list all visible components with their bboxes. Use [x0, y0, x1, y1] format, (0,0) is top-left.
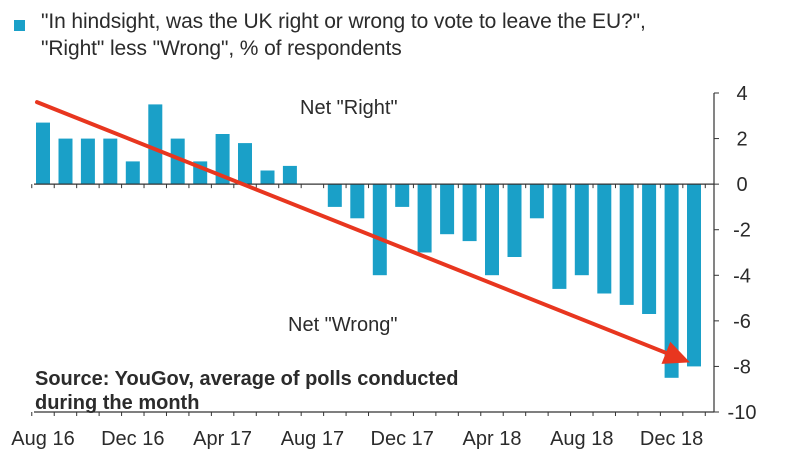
tick-labels: 4 2 0 -2 -4 -6 -8 -10 Aug 16 Dec 16 Apr 17 Aug 17 De…: [11, 83, 756, 450]
source-note-line-2: during the month: [35, 392, 199, 414]
bar-apr-17: [215, 134, 230, 185]
bar-oct-17: [350, 184, 365, 219]
bar-may-17: [238, 143, 252, 185]
y-tick-label: -2: [733, 220, 751, 242]
bar-oct-16: [80, 138, 95, 185]
x-tick-label: Aug 18: [550, 428, 613, 450]
bar-mar-18: [462, 184, 477, 242]
y-tick-label: -4: [733, 265, 751, 287]
x-tick-label: Dec 18: [640, 428, 703, 450]
bar-jan-18: [417, 184, 432, 253]
bar-dec-18: [664, 184, 679, 378]
x-tick-label: Apr 18: [463, 428, 522, 450]
bar-nov-18: [642, 184, 657, 314]
bar-may-18: [507, 184, 522, 257]
bar-nov-16: [103, 138, 118, 185]
x-tick-label: Aug 17: [281, 428, 344, 450]
annotations: Net "Right" Net "Wrong" Source: YouGov, av…: [35, 97, 458, 414]
bar-feb-17: [170, 138, 185, 185]
bar-sep-16: [58, 138, 73, 185]
bar-oct-18: [619, 184, 634, 305]
bars: [36, 104, 701, 378]
trend-arrow-head: [661, 341, 690, 364]
bar-sep-18: [597, 184, 612, 294]
y-tick-label: 4: [736, 83, 747, 105]
bar-jun-17: [260, 170, 275, 185]
x-tick-label: Apr 17: [193, 428, 252, 450]
bar-jan-17: [148, 104, 163, 185]
y-tick-label: 0: [736, 174, 747, 196]
legend-swatch: [14, 20, 25, 31]
x-tick-label: Dec 17: [371, 428, 434, 450]
legend: "In hindsight, was the UK right or wrong…: [14, 8, 646, 62]
y-tick-label: 2: [736, 129, 747, 151]
bar-dec-16: [125, 161, 140, 185]
bar-feb-18: [440, 184, 455, 235]
bar-aug-18: [574, 184, 589, 276]
chart-title: "In hindsight, was the UK right or wrong…: [41, 8, 646, 62]
y-tick-label: -10: [728, 402, 757, 424]
trend-arrow: [35, 100, 690, 364]
bar-jan-19: [687, 184, 701, 367]
trend-arrow-shaft: [35, 100, 668, 355]
axes: [31, 92, 719, 416]
bar-aug-16: [36, 122, 50, 185]
x-tick-label: Aug 16: [11, 428, 74, 450]
y-tick-label: -6: [733, 311, 751, 333]
bar-jun-18: [529, 184, 544, 219]
source-note-line-1: Source: YouGov, average of polls conduct…: [35, 368, 458, 390]
chart-title-line-1: "In hindsight, was the UK right or wrong…: [41, 10, 646, 33]
bar-dec-17: [395, 184, 410, 207]
bar-sep-17: [327, 184, 342, 207]
x-tick-label: Dec 16: [101, 428, 164, 450]
y-tick-label: -8: [733, 356, 751, 378]
chart-title-line-2: "Right" less "Wrong", % of respondents: [41, 37, 402, 60]
bar-jul-17: [282, 165, 297, 185]
net-right-label: Net "Right": [300, 97, 398, 119]
bar-apr-18: [485, 184, 499, 276]
bar-nov-17: [372, 184, 387, 276]
net-wrong-label: Net "Wrong": [288, 314, 397, 336]
bar-jul-18: [552, 184, 567, 289]
